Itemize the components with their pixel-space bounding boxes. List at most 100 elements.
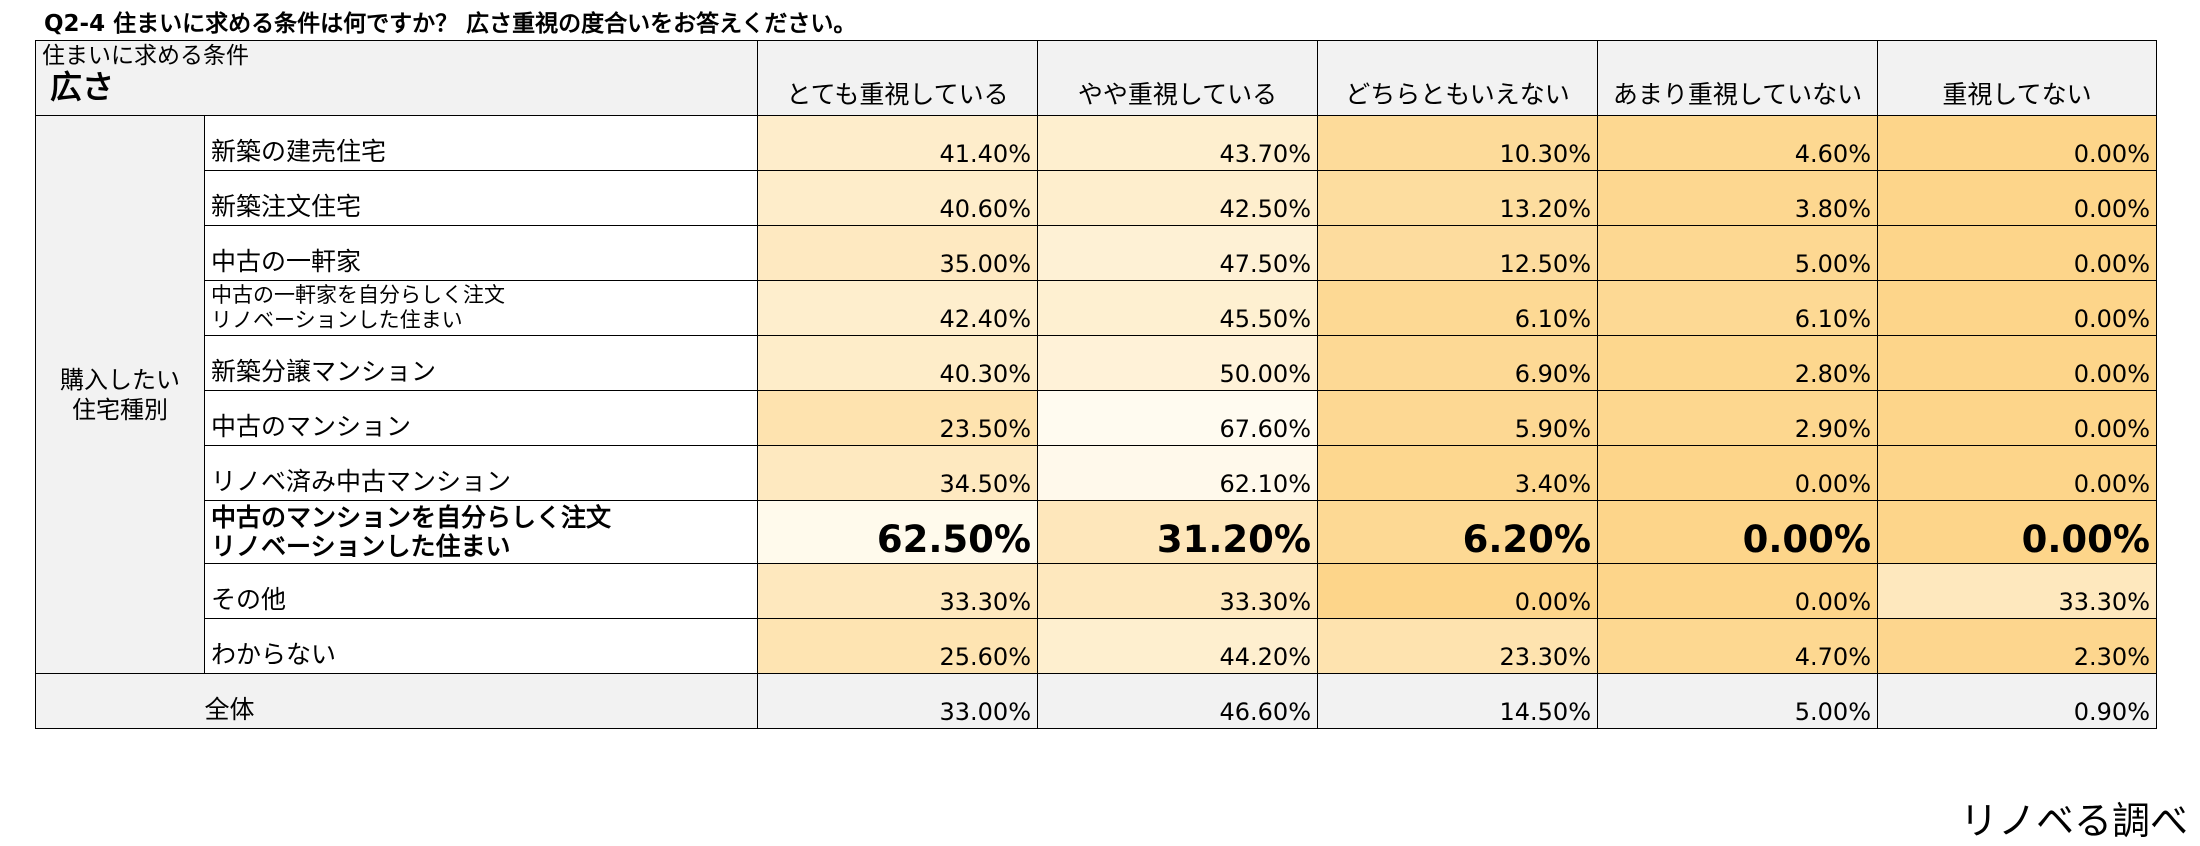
value-cell: 0.00% [1877, 170, 2157, 226]
total-value-cell: 46.60% [1037, 673, 1318, 729]
row-group-label-line: 購入したい [60, 365, 180, 394]
row-label-line: 中古の一軒家 [211, 247, 362, 276]
value-cell: 0.00% [1877, 500, 2157, 564]
row-label-line: 新築分譲マンション [211, 357, 437, 386]
row-label-line: わからない [211, 640, 337, 669]
value-cell: 42.50% [1037, 170, 1318, 226]
table-row: 中古の一軒家を自分らしく注文 リノベーションした住まい 42.40% 45.50% 6.… [36, 280, 2157, 336]
row-label: 中古の一軒家を自分らしく注文 リノベーションした住まい [204, 280, 758, 336]
value-cell: 2.30% [1877, 618, 2157, 674]
value-cell: 4.60% [1597, 115, 1878, 171]
survey-table: 住まいに求める条件 広さ とても重視している やや重視している どちらともいえな… [35, 40, 2157, 729]
row-group-label-line: 住宅種別 [72, 395, 168, 424]
value-cell: 45.50% [1037, 280, 1318, 336]
value-cell: 40.30% [757, 335, 1038, 391]
value-cell: 62.10% [1037, 445, 1318, 501]
value-cell: 0.00% [1877, 225, 2157, 281]
row-label-line: 中古の一軒家を自分らしく注文 [211, 283, 505, 307]
value-cell: 41.40% [757, 115, 1038, 171]
table-row: 中古の一軒家 35.00% 47.50% 12.50% 5.00% 0.00% [36, 225, 2157, 281]
row-label-line: リノベーションした住まい [211, 532, 511, 561]
value-cell: 43.70% [1037, 115, 1318, 171]
table-row: 新築分譲マンション 40.30% 50.00% 6.90% 2.80% 0.00% [36, 335, 2157, 391]
row-label-line: リノベーションした住まい [211, 308, 463, 332]
value-cell: 44.20% [1037, 618, 1318, 674]
row-label: リノベ済み中古マンション [204, 445, 758, 501]
table-body: 購入したい 住宅種別 新築の建売住宅 41.40% 43.70% 10.30% 4.60% 0… [35, 115, 2157, 729]
value-cell: 4.70% [1597, 618, 1878, 674]
value-cell: 33.30% [1037, 563, 1318, 619]
value-cell: 0.00% [1877, 115, 2157, 171]
column-header: 重視してない [1877, 40, 2157, 116]
value-cell: 0.00% [1597, 500, 1878, 564]
value-cell: 0.00% [1317, 563, 1598, 619]
value-cell: 0.00% [1597, 563, 1878, 619]
value-cell: 3.40% [1317, 445, 1598, 501]
value-cell: 6.10% [1597, 280, 1878, 336]
row-label: わからない [204, 618, 758, 674]
value-cell: 2.90% [1597, 390, 1878, 446]
value-cell: 12.50% [1317, 225, 1598, 281]
value-cell: 5.90% [1317, 390, 1598, 446]
value-cell: 0.00% [1877, 390, 2157, 446]
corner-header: 住まいに求める条件 広さ [35, 40, 758, 116]
total-label: 全体 [204, 673, 758, 729]
value-cell: 0.00% [1877, 445, 2157, 501]
total-spacer [35, 673, 205, 729]
value-cell: 23.50% [757, 390, 1038, 446]
row-label-line: 新築の建売住宅 [211, 137, 387, 166]
source-credit: リノベる調べ [1959, 799, 2188, 843]
value-cell: 2.80% [1597, 335, 1878, 391]
row-label: その他 [204, 563, 758, 619]
total-value-cell: 5.00% [1597, 673, 1878, 729]
corner-condition: 広さ [50, 68, 115, 106]
row-label: 中古のマンション [204, 390, 758, 446]
column-header: とても重視している [757, 40, 1038, 116]
value-cell: 33.30% [757, 563, 1038, 619]
row-label: 中古の一軒家 [204, 225, 758, 281]
column-header: やや重視している [1037, 40, 1318, 116]
value-cell: 31.20% [1037, 500, 1318, 564]
table-row: その他 33.30% 33.30% 0.00% 0.00% 33.30% [36, 563, 2157, 619]
value-cell: 0.00% [1597, 445, 1878, 501]
row-group-label: 購入したい 住宅種別 [35, 115, 205, 674]
row-label: 新築分譲マンション [204, 335, 758, 391]
value-cell: 13.20% [1317, 170, 1598, 226]
row-label: 中古のマンションを自分らしく注文 リノベーションした住まい [204, 500, 758, 564]
page-title: Q2-4 住まいに求める条件は何ですか？ 広さ重視の度合いをお答えください。 [44, 11, 857, 37]
value-cell: 33.30% [1877, 563, 2157, 619]
table-row: リノベ済み中古マンション 34.50% 62.10% 3.40% 0.00% 0.00% [36, 445, 2157, 501]
total-value-cell: 33.00% [757, 673, 1038, 729]
row-label-line: 中古のマンションを自分らしく注文 [211, 503, 612, 532]
value-cell: 6.90% [1317, 335, 1598, 391]
table-row: わからない 25.60% 44.20% 23.30% 4.70% 2.30% [36, 618, 2157, 674]
row-label: 新築の建売住宅 [204, 115, 758, 171]
value-cell: 25.60% [757, 618, 1038, 674]
corner-label: 住まいに求める条件 [42, 43, 249, 69]
column-header: あまり重視していない [1597, 40, 1878, 116]
value-cell: 35.00% [757, 225, 1038, 281]
row-label-line: 新築注文住宅 [211, 192, 362, 221]
row-label: 新築注文住宅 [204, 170, 758, 226]
value-cell: 67.60% [1037, 390, 1318, 446]
table-row: 新築注文住宅 40.60% 42.50% 13.20% 3.80% 0.00% [36, 170, 2157, 226]
value-cell: 50.00% [1037, 335, 1318, 391]
row-label-line: 中古のマンション [211, 412, 412, 441]
table-row: 中古のマンションを自分らしく注文 リノベーションした住まい 62.50% 31.20%… [36, 500, 2157, 564]
total-value-cell: 14.50% [1317, 673, 1598, 729]
table-row: 購入したい 住宅種別 新築の建売住宅 41.40% 43.70% 10.30% 4.60% 0… [35, 115, 2157, 674]
value-cell: 0.00% [1877, 280, 2157, 336]
column-header: どちらともいえない [1317, 40, 1598, 116]
value-cell: 40.60% [757, 170, 1038, 226]
value-cell: 42.40% [757, 280, 1038, 336]
value-cell: 3.80% [1597, 170, 1878, 226]
value-cell: 23.30% [1317, 618, 1598, 674]
header-row: 住まいに求める条件 広さ とても重視している やや重視している どちらともいえな… [35, 40, 2157, 116]
value-cell: 47.50% [1037, 225, 1318, 281]
row-label-line: その他 [211, 585, 287, 614]
value-cell: 10.30% [1317, 115, 1598, 171]
value-cell: 6.10% [1317, 280, 1598, 336]
table-row: 中古のマンション 23.50% 67.60% 5.90% 2.90% 0.00% [36, 390, 2157, 446]
value-cell: 34.50% [757, 445, 1038, 501]
total-value-cell: 0.90% [1877, 673, 2157, 729]
